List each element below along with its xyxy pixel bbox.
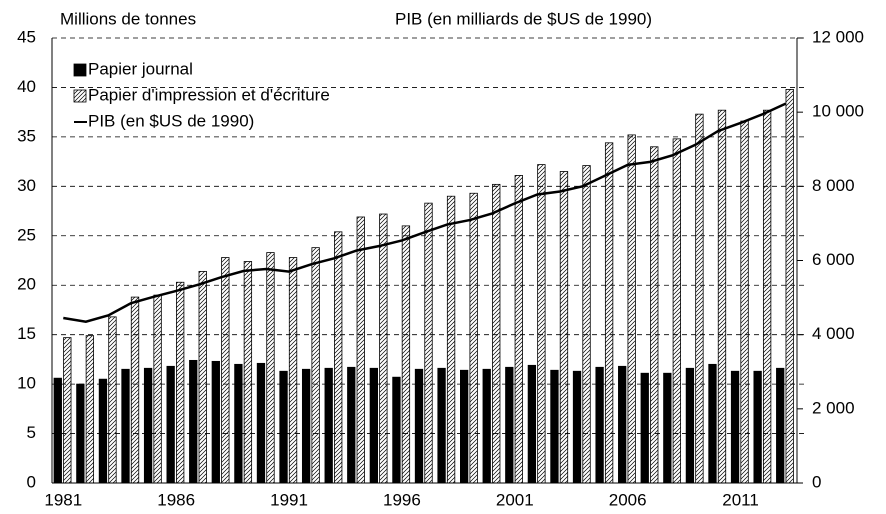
bar xyxy=(63,337,72,484)
legend-label: Papier journal xyxy=(88,59,193,78)
bar xyxy=(279,370,288,484)
y2-tick-label: 4 000 xyxy=(812,324,855,343)
bar xyxy=(301,368,311,484)
bar xyxy=(572,370,582,484)
bar xyxy=(740,120,749,484)
y-tick-label: 25 xyxy=(17,225,36,244)
bar xyxy=(424,202,433,484)
bar xyxy=(369,367,378,484)
y-tick-label: 15 xyxy=(17,324,36,343)
y-tick-label: 40 xyxy=(17,77,36,96)
bar xyxy=(130,296,140,484)
y2-tick-label: 6 000 xyxy=(812,250,855,269)
y-tick-label: 35 xyxy=(17,126,36,145)
y-tick-label: 10 xyxy=(17,374,36,393)
x-tick-label: 2001 xyxy=(496,490,534,509)
y-tick-label: 45 xyxy=(17,27,36,46)
bar xyxy=(618,365,627,484)
bar xyxy=(76,383,85,484)
y-tick-label: 5 xyxy=(27,423,36,442)
y2-tick-label: 0 xyxy=(812,472,821,491)
x-tick-label: 2006 xyxy=(609,490,647,509)
x-tick-label: 1996 xyxy=(383,490,421,509)
bar xyxy=(189,359,198,484)
x-tick-label: 1981 xyxy=(44,490,82,509)
bar xyxy=(550,369,559,484)
bar xyxy=(685,367,695,484)
bar xyxy=(334,231,343,484)
y2-axis-title: PIB (en milliards de $US de 1990) xyxy=(395,9,652,28)
bar xyxy=(211,360,220,484)
legend-swatch xyxy=(73,63,87,77)
bar xyxy=(730,370,740,484)
bar xyxy=(514,175,523,484)
bar xyxy=(695,113,704,484)
legend-swatch xyxy=(73,89,87,103)
bar xyxy=(460,369,469,484)
bar xyxy=(785,89,794,484)
bar xyxy=(166,365,175,484)
y-tick-label: 30 xyxy=(17,176,36,195)
bar xyxy=(121,368,130,484)
bar xyxy=(776,367,785,484)
bar xyxy=(85,335,95,484)
bar xyxy=(753,370,762,484)
bar xyxy=(559,171,569,484)
bar xyxy=(640,372,649,484)
x-tick-label: 1991 xyxy=(270,490,308,509)
line-series xyxy=(63,102,787,323)
bar xyxy=(537,164,546,484)
bar xyxy=(595,366,604,484)
bar xyxy=(324,367,333,484)
bar xyxy=(234,363,243,484)
bar xyxy=(469,192,478,484)
bar xyxy=(143,367,153,484)
y2-tick-label: 12 000 xyxy=(812,27,864,46)
y2-tick-label: 10 000 xyxy=(812,102,864,121)
y-tick-label: 20 xyxy=(17,275,36,294)
bar xyxy=(492,183,501,484)
x-tick-label: 2011 xyxy=(722,490,759,509)
legend-label: Papier d'impression et d'écriture xyxy=(88,85,330,104)
bar xyxy=(153,294,162,484)
y-tick-label: 0 xyxy=(27,472,36,491)
y2-tick-label: 2 000 xyxy=(812,398,855,417)
bar xyxy=(482,368,491,484)
bar xyxy=(176,281,185,484)
bar xyxy=(672,138,681,484)
bar xyxy=(98,378,108,484)
bar xyxy=(379,213,388,484)
bar xyxy=(243,261,253,484)
bar xyxy=(663,372,672,484)
bar xyxy=(311,247,320,484)
bar xyxy=(414,368,424,484)
bar xyxy=(437,367,446,484)
bar xyxy=(446,195,456,484)
y-axis-title: Millions de tonnes xyxy=(60,9,196,28)
bar xyxy=(627,134,636,484)
bar xyxy=(108,316,117,484)
bar xyxy=(401,225,411,484)
bar xyxy=(266,252,275,484)
bar xyxy=(347,366,356,484)
bar xyxy=(505,366,514,484)
bar xyxy=(256,362,266,484)
x-tick-label: 1986 xyxy=(157,490,195,509)
bar xyxy=(53,377,62,484)
bar xyxy=(392,376,401,484)
bar xyxy=(717,109,727,484)
bar xyxy=(762,109,772,484)
bar xyxy=(582,165,591,484)
bar xyxy=(198,270,207,484)
bar xyxy=(221,257,230,484)
bar xyxy=(708,363,717,484)
legend-label: PIB (en $US de 1990) xyxy=(88,111,254,130)
bar xyxy=(604,142,614,484)
bar xyxy=(356,216,365,484)
bar xyxy=(527,364,537,484)
bar xyxy=(288,257,298,484)
y2-tick-label: 8 000 xyxy=(812,176,855,195)
bar xyxy=(650,146,659,484)
